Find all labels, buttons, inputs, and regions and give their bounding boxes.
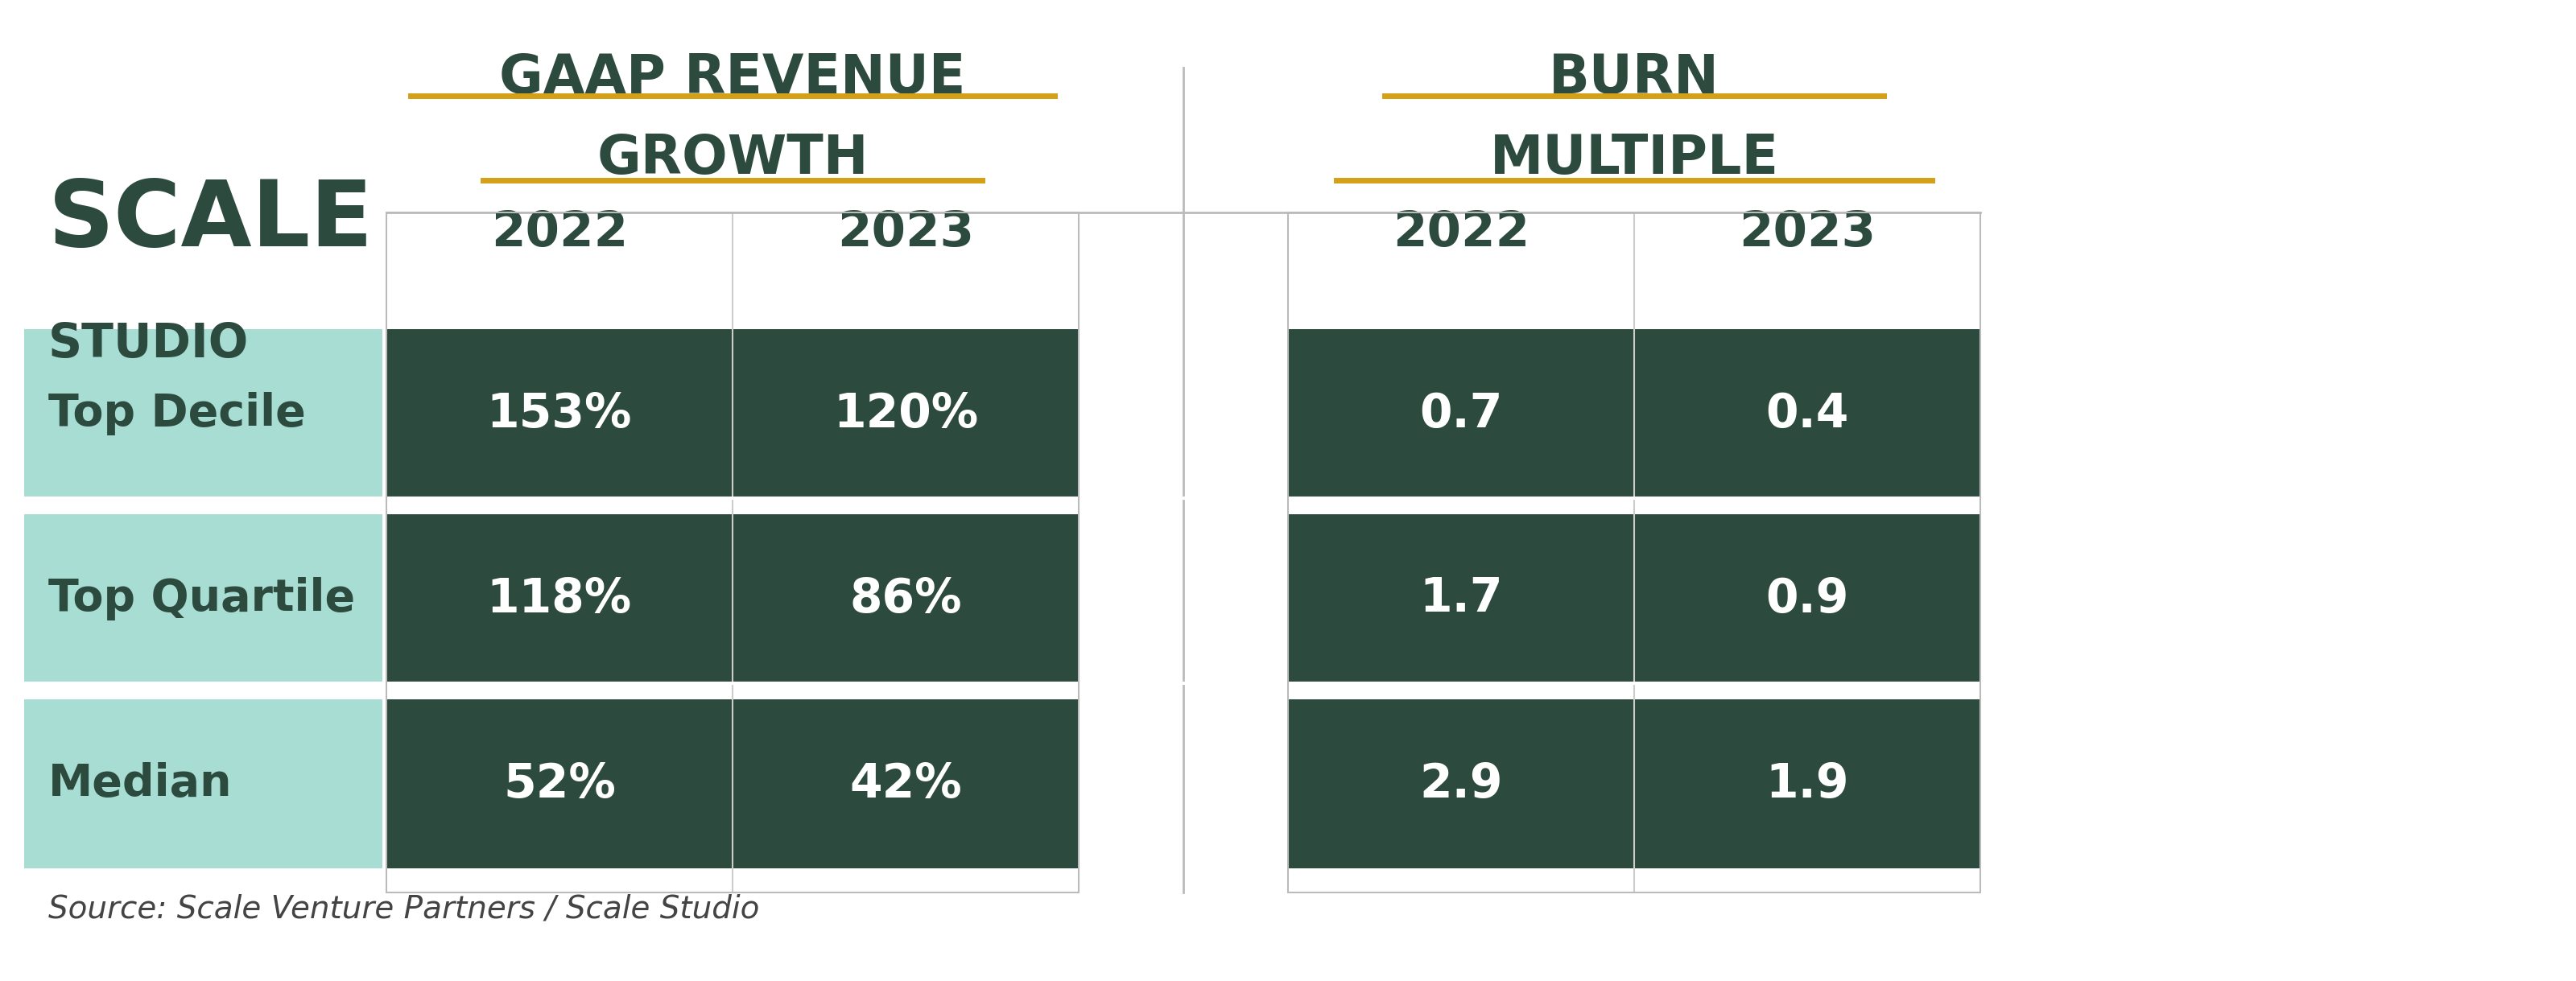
FancyBboxPatch shape: [732, 699, 1079, 868]
FancyBboxPatch shape: [1288, 330, 1633, 498]
Text: 42%: 42%: [850, 761, 961, 806]
FancyBboxPatch shape: [1633, 699, 1981, 868]
FancyBboxPatch shape: [386, 699, 732, 868]
FancyBboxPatch shape: [1288, 514, 1633, 683]
FancyBboxPatch shape: [386, 514, 732, 683]
Text: Median: Median: [49, 762, 232, 805]
FancyBboxPatch shape: [1633, 514, 1981, 683]
FancyBboxPatch shape: [23, 514, 381, 683]
Text: MULTIPLE: MULTIPLE: [1489, 132, 1777, 185]
Text: Source: Scale Venture Partners / Scale Studio: Source: Scale Venture Partners / Scale S…: [49, 894, 760, 924]
Text: STUDIO: STUDIO: [49, 321, 250, 367]
FancyBboxPatch shape: [23, 330, 381, 498]
Text: 52%: 52%: [502, 761, 616, 806]
FancyBboxPatch shape: [23, 699, 381, 868]
Text: 2022: 2022: [492, 209, 629, 256]
Text: Top Quartile: Top Quartile: [49, 577, 355, 620]
FancyBboxPatch shape: [1288, 699, 1633, 868]
Text: 2023: 2023: [1739, 209, 1875, 256]
Text: GAAP REVENUE: GAAP REVENUE: [500, 52, 966, 105]
Text: 1.7: 1.7: [1419, 576, 1502, 622]
Text: 0.9: 0.9: [1765, 576, 1850, 622]
FancyBboxPatch shape: [386, 330, 732, 498]
Text: 118%: 118%: [487, 576, 631, 622]
Text: GROWTH: GROWTH: [598, 132, 868, 185]
Text: Top Decile: Top Decile: [49, 392, 307, 436]
Text: 0.7: 0.7: [1419, 390, 1502, 437]
Text: 86%: 86%: [850, 576, 961, 622]
Text: 1.9: 1.9: [1765, 761, 1850, 806]
Text: SCALE: SCALE: [49, 177, 374, 266]
Text: 153%: 153%: [487, 390, 631, 437]
FancyBboxPatch shape: [732, 330, 1079, 498]
Text: 120%: 120%: [832, 390, 979, 437]
Text: 2023: 2023: [837, 209, 974, 256]
Text: 2022: 2022: [1394, 209, 1530, 256]
Text: 0.4: 0.4: [1765, 390, 1850, 437]
FancyBboxPatch shape: [732, 514, 1079, 683]
FancyBboxPatch shape: [1633, 330, 1981, 498]
Text: BURN: BURN: [1548, 52, 1718, 105]
Text: 2.9: 2.9: [1419, 761, 1502, 806]
